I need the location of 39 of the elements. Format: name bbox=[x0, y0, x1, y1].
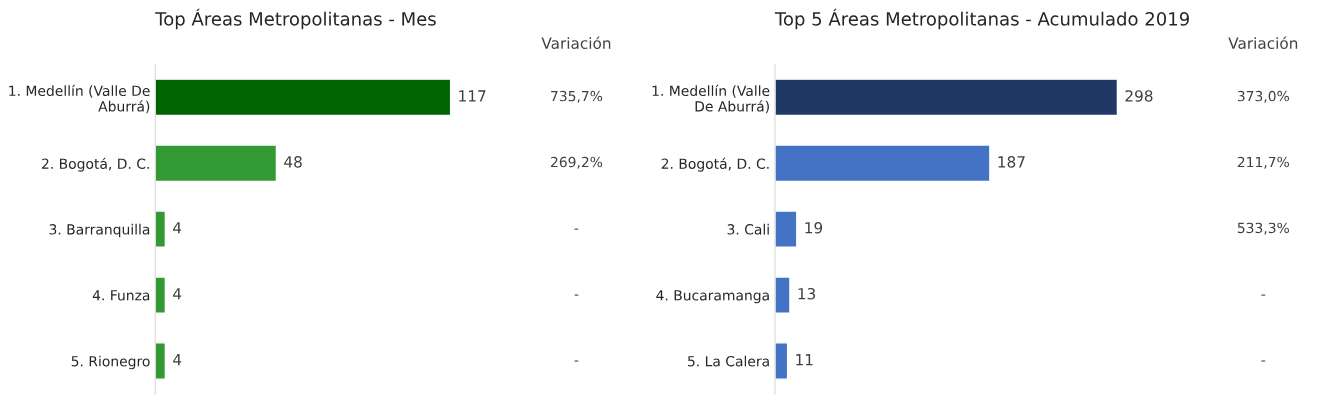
y-tick-label: 3. Cali bbox=[727, 223, 769, 235]
text: 373,0% bbox=[1237, 90, 1290, 103]
text: - bbox=[574, 294, 579, 296]
data-label: 11 bbox=[796, 354, 813, 366]
text: 533,3% bbox=[1237, 222, 1290, 235]
y-tick-label: 3. Barranquilla bbox=[49, 223, 150, 238]
bar bbox=[774, 276, 791, 314]
y-tick-label: 2. Bogotá, D. C. bbox=[41, 157, 149, 172]
text: 735,7% bbox=[551, 90, 603, 103]
data-label: 48 bbox=[284, 156, 302, 168]
y-tick-label: 1. Medellín (Valle De Aburrá) bbox=[9, 84, 150, 114]
chart-title: Top 5 Áreas Metropolitanas - Acumulado 2019 bbox=[774, 8, 1189, 30]
y-tick-label: 4. Funza bbox=[92, 290, 150, 301]
text: - bbox=[574, 360, 579, 362]
bar bbox=[774, 144, 991, 183]
text: Variación bbox=[541, 36, 611, 49]
data-label: 117 bbox=[459, 90, 486, 102]
text: - bbox=[574, 228, 579, 230]
bar bbox=[774, 342, 789, 380]
data-label: 4 bbox=[173, 222, 182, 234]
y-tick-label: 1. Medellín (Valle De Aburrá) bbox=[652, 84, 770, 114]
data-label: 4 bbox=[173, 354, 182, 366]
y-tick-label: 4. Bucaramanga bbox=[656, 290, 769, 304]
bar bbox=[774, 210, 798, 248]
data-label: 298 bbox=[1125, 90, 1153, 102]
data-label: 187 bbox=[998, 156, 1025, 168]
data-label: 19 bbox=[805, 222, 823, 234]
text: 211,7% bbox=[1237, 156, 1290, 169]
data-label: 13 bbox=[798, 287, 816, 300]
y-tick-label: 2. Bogotá, D. C. bbox=[661, 157, 769, 172]
y-tick-label: 5. La Calera bbox=[688, 355, 769, 367]
text: 269,2% bbox=[550, 156, 603, 169]
y-tick-label: 5. Rionegro bbox=[71, 355, 150, 370]
text: - bbox=[1261, 360, 1266, 362]
bar bbox=[774, 78, 1119, 117]
data-label: 4 bbox=[173, 288, 182, 300]
text: Variación bbox=[1228, 36, 1298, 49]
text: - bbox=[1261, 294, 1266, 296]
chart-title: Top Áreas Metropolitanas - Mes bbox=[155, 8, 436, 30]
